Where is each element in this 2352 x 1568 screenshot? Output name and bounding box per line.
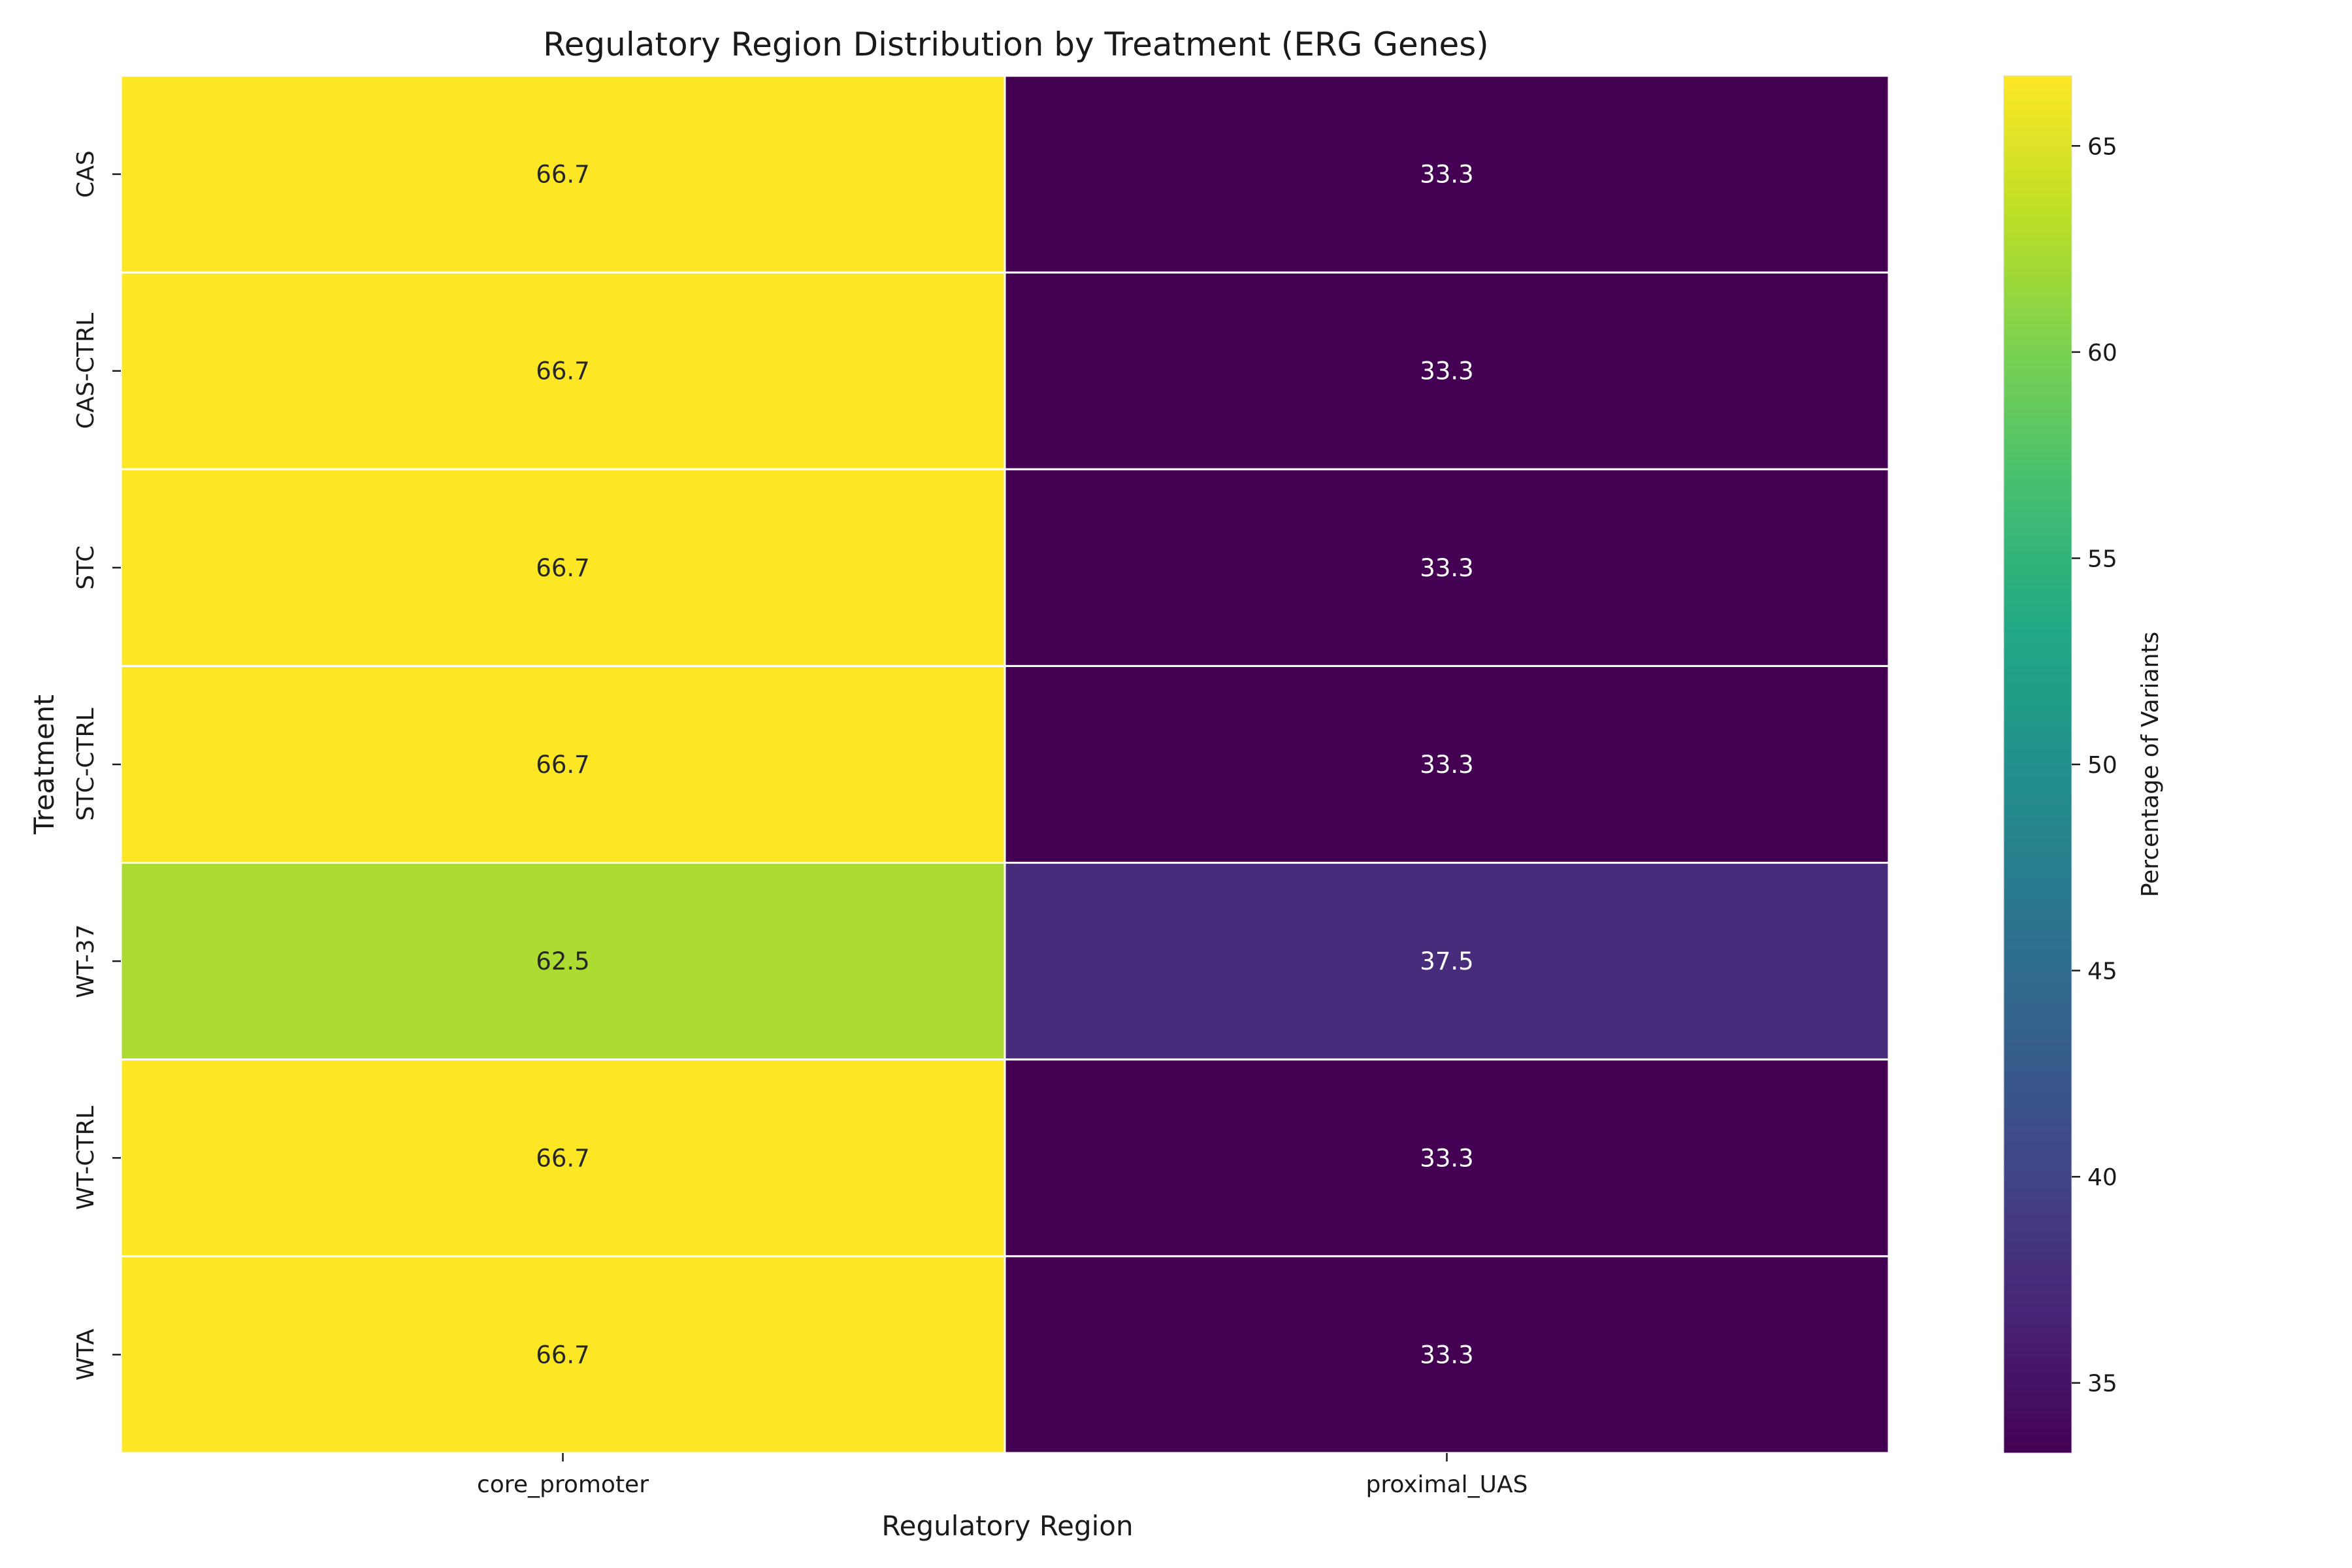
cell-value-label: 66.7 — [536, 1144, 589, 1172]
y-tick-label: WT-CTRL — [73, 1106, 99, 1210]
heatmap-cells — [120, 74, 1890, 1454]
cell-value-label: 66.7 — [536, 357, 589, 385]
chart-title: Regulatory Region Distribution by Treatm… — [543, 25, 1489, 63]
cell-value-label: 33.3 — [1420, 1341, 1473, 1369]
heatmap-cell — [120, 74, 1006, 274]
heatmap-cell — [120, 1255, 1006, 1454]
heatmap-cell — [120, 664, 1006, 864]
cell-value-label: 33.3 — [1420, 357, 1473, 385]
colorbar-ticks: 35 40 45 50 55 60 65 — [2072, 133, 2117, 1397]
cell-value-label: 66.7 — [536, 751, 589, 779]
heatmap-cell — [1004, 862, 1890, 1061]
colorbar-tick-label: 55 — [2087, 546, 2117, 572]
y-tick-label: WT-37 — [73, 924, 99, 998]
cell-value-label: 62.5 — [536, 947, 589, 975]
y-tick-label: CAS-CTRL — [73, 313, 99, 429]
colorbar — [2003, 75, 2072, 1454]
x-tick-label: proximal_UAS — [1365, 1471, 1527, 1498]
x-tick-label: core_promoter — [477, 1471, 649, 1498]
heatmap-cell — [1004, 664, 1890, 864]
heatmap-value-labels: 66.7 33.3 66.7 33.3 66.7 33.3 66.7 33.3 62.5 37.5… — [536, 161, 1473, 1369]
y-tick-label: CAS — [73, 150, 99, 198]
cell-value-label: 33.3 — [1420, 1144, 1473, 1172]
y-tick-label: STC — [73, 546, 99, 590]
x-axis-ticks: core_promoter proximal_UAS — [477, 1453, 1528, 1498]
y-tick-label: STC-CTRL — [73, 708, 99, 821]
heatmap-cell — [1004, 74, 1890, 274]
colorbar-tick-label: 60 — [2087, 340, 2117, 367]
heatmap-cell — [1004, 1255, 1890, 1454]
heatmap-cell — [120, 468, 1006, 667]
y-axis-ticks: CAS CAS-CTRL STC STC-CTRL WT-37 WT-CTRL WTA — [73, 150, 121, 1380]
cell-value-label: 33.3 — [1420, 554, 1473, 582]
cell-value-label: 33.3 — [1420, 751, 1473, 779]
cell-value-label: 66.7 — [536, 161, 589, 189]
colorbar-label: Percentage of Variants — [2137, 632, 2164, 898]
x-axis-label: Regulatory Region — [881, 1510, 1133, 1542]
cell-value-label: 37.5 — [1420, 947, 1473, 975]
cell-value-label: 33.3 — [1420, 161, 1473, 189]
cell-value-label: 66.7 — [536, 554, 589, 582]
y-tick-label: WTA — [73, 1328, 99, 1380]
colorbar-tick-label: 40 — [2087, 1164, 2117, 1191]
cell-value-label: 66.7 — [536, 1341, 589, 1369]
colorbar-tick-label: 45 — [2087, 958, 2117, 985]
heatmap-cell — [1004, 468, 1890, 667]
heatmap-cell — [1004, 1058, 1890, 1258]
colorbar-tick-label: 65 — [2087, 133, 2117, 160]
heatmap-cell — [1004, 271, 1890, 470]
y-axis-label: Treatment — [28, 694, 60, 835]
heatmap-cell — [120, 271, 1006, 470]
colorbar-tick-label: 35 — [2087, 1371, 2117, 1397]
colorbar-tick-label: 50 — [2087, 752, 2117, 779]
